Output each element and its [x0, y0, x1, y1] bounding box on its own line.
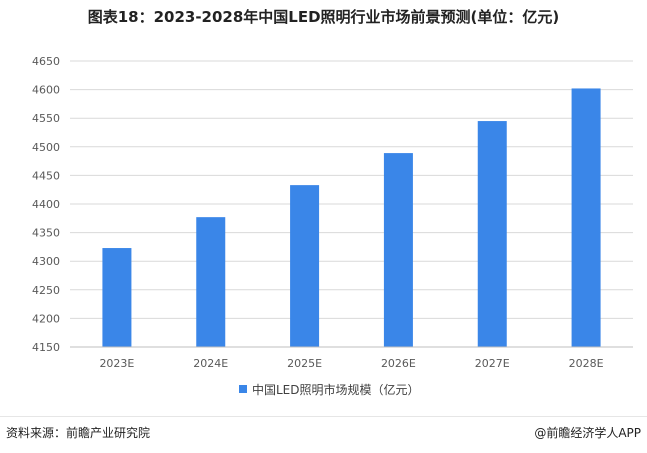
y-tick-label: 4350 — [32, 227, 60, 240]
bar-2027E — [477, 121, 507, 347]
x-tick-label: 2027E — [475, 357, 510, 370]
x-tick-label: 2024E — [193, 357, 228, 370]
x-tick-label: 2025E — [287, 357, 322, 370]
y-tick-label: 4300 — [32, 255, 60, 268]
y-tick-label: 4400 — [32, 198, 60, 211]
y-axis-tick-labels: 4150 4200 4250 4300 4350 4400 4450 4500 4550 4600… — [32, 55, 60, 354]
bars — [102, 88, 601, 348]
y-tick-label: 4150 — [32, 341, 60, 354]
y-tick-label: 4500 — [32, 141, 60, 154]
brand-credit: @前瞻经济学人APP — [534, 426, 641, 440]
y-tick-label: 4600 — [32, 84, 60, 97]
footer-divider — [0, 416, 647, 417]
x-axis-tick-labels: 2023E 2024E 2025E 2026E 2027E 2028E — [99, 357, 603, 370]
y-tick-label: 4250 — [32, 284, 60, 297]
legend: 中国LED照明市场规模（亿元） — [239, 382, 420, 397]
x-tick-label: 2028E — [569, 357, 604, 370]
y-tick-label: 4200 — [32, 312, 60, 325]
gridlines — [70, 60, 633, 319]
chart-title: 图表18：2023-2028年中国LED照明行业市场前景预测(单位：亿元) — [87, 8, 560, 26]
bar-2026E — [383, 153, 413, 347]
x-tick-label: 2023E — [99, 357, 134, 370]
y-tick-label: 4650 — [32, 55, 60, 68]
bar-2028E — [571, 88, 601, 348]
y-tick-label: 4450 — [32, 169, 60, 182]
bar-2024E — [196, 217, 226, 347]
bar-2023E — [102, 248, 132, 347]
legend-label: 中国LED照明市场规模（亿元） — [252, 382, 420, 397]
x-tick-label: 2026E — [381, 357, 416, 370]
legend-swatch — [239, 385, 247, 393]
y-tick-label: 4550 — [32, 112, 60, 125]
source-note: 资料来源：前瞻产业研究院 — [6, 426, 151, 440]
bar-2025E — [290, 185, 320, 347]
